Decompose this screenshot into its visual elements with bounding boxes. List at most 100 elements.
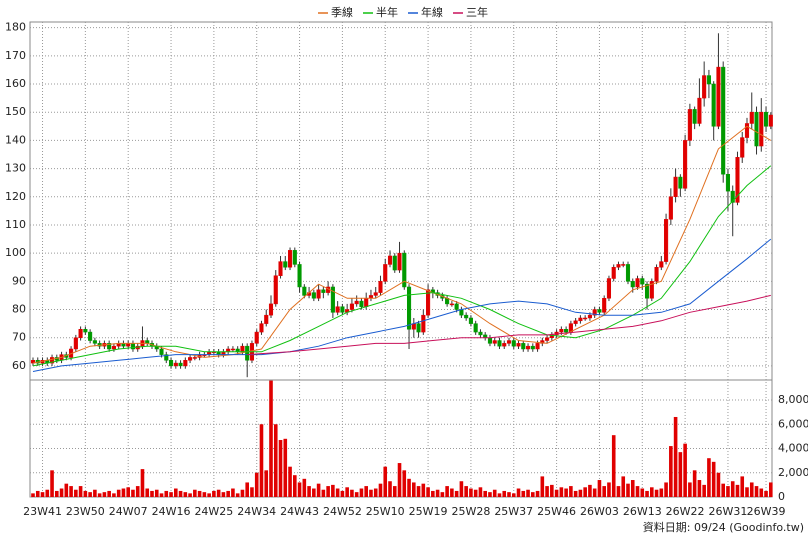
volume-bar <box>535 490 540 497</box>
candle-body <box>692 109 697 124</box>
candle-body <box>763 111 769 127</box>
volume-bar <box>273 424 278 497</box>
volume-bar <box>611 435 616 497</box>
volume-bar <box>388 481 392 497</box>
volume-bar <box>93 489 97 497</box>
y2-tick-label: 2,000 <box>778 466 808 479</box>
candle-body <box>635 278 640 288</box>
volume-bar <box>588 484 592 497</box>
volume-bar <box>145 488 150 497</box>
legend-label: 季線 <box>331 5 353 19</box>
volume-bar <box>159 493 164 497</box>
y-tick-label: 170 <box>5 49 26 62</box>
candle-body <box>502 343 507 347</box>
volume-bar <box>416 486 421 497</box>
candle-body <box>92 340 97 344</box>
candle-body <box>335 306 340 313</box>
candle-body <box>254 331 259 344</box>
volume-bar <box>745 487 749 497</box>
volume-bar <box>497 493 502 497</box>
candle-body <box>649 281 654 299</box>
candle-body <box>402 252 407 288</box>
volume-bar <box>307 486 311 497</box>
candle-body <box>230 348 235 351</box>
candle-body <box>697 97 702 124</box>
volume-bar <box>64 483 69 497</box>
volume-bar <box>550 484 554 497</box>
volume-bar <box>402 470 407 497</box>
volume-bar <box>635 486 640 497</box>
candle-body <box>311 292 316 299</box>
candle-body <box>587 314 592 319</box>
y2-tick-label: 4,000 <box>778 442 808 455</box>
volume-bar <box>711 461 716 497</box>
volume-bar <box>359 488 364 497</box>
volume-bar <box>55 490 59 497</box>
candle-body <box>73 337 78 350</box>
volume-bar <box>169 492 173 497</box>
volume-bar <box>616 486 621 497</box>
ma-line <box>32 165 772 367</box>
candle-body <box>264 314 269 324</box>
y-tick-label: 130 <box>5 162 26 175</box>
volume-bar <box>464 486 468 497</box>
candle-body <box>464 314 469 319</box>
candle-body <box>578 317 583 322</box>
candle-body <box>287 250 293 268</box>
x-tick-label: 25W46 <box>537 505 576 518</box>
volume-bar <box>473 489 478 497</box>
volume-bar <box>502 490 507 497</box>
candle-body <box>730 190 735 203</box>
volume-bar <box>492 489 497 497</box>
candle-body <box>768 114 773 127</box>
volume-bar <box>373 488 378 497</box>
volume-bar <box>673 416 678 497</box>
volume-bar <box>354 492 359 497</box>
volume-bar <box>507 492 511 497</box>
x-tick-label: 25W28 <box>451 505 490 518</box>
candle-body <box>735 157 740 203</box>
candle-body <box>378 281 383 293</box>
volume-bar <box>740 476 745 497</box>
candle-body <box>740 137 745 158</box>
x-tick-label: 24W25 <box>194 505 233 518</box>
candle-body <box>354 300 359 305</box>
volume-bar <box>293 475 297 497</box>
volume-bar <box>140 469 145 497</box>
candle-body <box>283 261 288 268</box>
volume-bar <box>231 488 235 497</box>
volume-bar <box>749 482 754 497</box>
candle-body <box>192 357 197 359</box>
candle-body <box>606 278 612 299</box>
volume-bar <box>369 489 373 497</box>
volume-bar <box>383 466 388 497</box>
candle-body <box>268 303 274 316</box>
volume-bar <box>202 492 207 497</box>
candle-body <box>516 343 521 347</box>
candle-body <box>625 264 631 282</box>
candle-body <box>297 264 302 288</box>
volume-bar <box>721 483 725 497</box>
volume-bar <box>735 484 740 497</box>
candle-body <box>340 306 345 313</box>
candle-body <box>559 329 564 333</box>
candle-body <box>754 111 759 147</box>
volume-bar <box>326 486 330 497</box>
candle-body <box>330 286 335 313</box>
volume-bar <box>545 486 549 497</box>
volume-bar <box>583 487 587 497</box>
candle-body <box>78 329 83 338</box>
volume-bar <box>540 476 545 497</box>
volume-bar <box>730 481 735 497</box>
volume-bar <box>193 489 197 497</box>
candle-body <box>426 289 431 316</box>
candle-body <box>530 345 535 350</box>
x-tick-label: 23W41 <box>23 505 62 518</box>
volume-bar <box>707 458 711 497</box>
volume-bar <box>164 490 169 497</box>
volume-bar <box>97 493 102 497</box>
candle-body <box>245 345 250 361</box>
y-tick-label: 160 <box>5 77 26 90</box>
volume-bar <box>664 482 668 497</box>
x-tick-label: 25W10 <box>366 505 405 518</box>
